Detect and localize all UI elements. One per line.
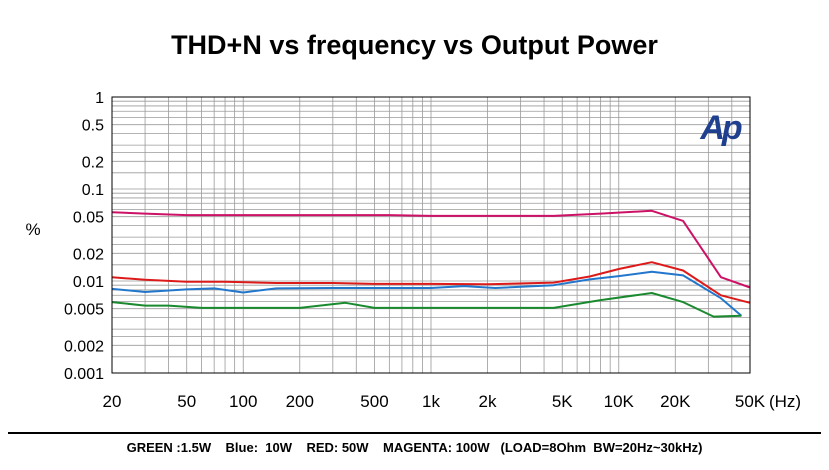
ap-logo: Ap bbox=[699, 109, 742, 147]
x-tick-label: 20K bbox=[660, 392, 691, 411]
series-line-blue bbox=[111, 270, 743, 317]
series-line-red bbox=[111, 261, 751, 304]
x-tick-label: 1k bbox=[422, 392, 440, 411]
y-tick-label: 0.5 bbox=[82, 118, 104, 135]
x-tick-label: 100 bbox=[229, 392, 257, 411]
x-tick-label: 50 bbox=[177, 392, 196, 411]
legend-caption: GREEN :1.5W Blue: 10W RED: 50W MAGENTA: … bbox=[126, 440, 703, 455]
y-tick-label: 0.005 bbox=[64, 302, 104, 319]
y-tick-label: 0.2 bbox=[82, 154, 104, 171]
y-tick-labels: 1 0.5 0.2 0.1 0.05 0.02 0.01 0.005 0.002 0.001 bbox=[64, 90, 104, 383]
footer-divider bbox=[8, 432, 821, 434]
x-tick-label: 200 bbox=[286, 392, 314, 411]
x-tick-label: 2k bbox=[479, 392, 497, 411]
y-axis-label: % bbox=[25, 220, 40, 239]
y-tick-label: 0.1 bbox=[82, 182, 104, 199]
y-tick-label: 0.02 bbox=[73, 246, 104, 263]
x-tick-label: 5K bbox=[552, 392, 573, 411]
grid-lines bbox=[111, 97, 751, 374]
series-line-green bbox=[111, 292, 742, 318]
y-tick-label: 0.001 bbox=[64, 366, 104, 383]
series-line-magenta bbox=[111, 209, 751, 289]
y-tick-label: 0.05 bbox=[73, 210, 104, 227]
x-axis-unit: (Hz) bbox=[769, 392, 801, 411]
plot-frame bbox=[111, 96, 751, 374]
y-tick-label: 0.01 bbox=[73, 274, 104, 291]
x-tick-label: 50K bbox=[735, 392, 766, 411]
x-tick-label: 500 bbox=[360, 392, 388, 411]
y-tick-label: 0.002 bbox=[64, 338, 104, 355]
x-tick-label: 10K bbox=[604, 392, 635, 411]
x-tick-label: 20 bbox=[103, 392, 122, 411]
y-tick-label: 1 bbox=[95, 90, 104, 107]
chart-title: THD+N vs frequency vs Output Power bbox=[171, 30, 658, 60]
series-lines bbox=[111, 209, 751, 318]
x-tick-labels: 20 50 100 200 500 1k 2k 5K 10K 20K 50K bbox=[103, 392, 766, 411]
